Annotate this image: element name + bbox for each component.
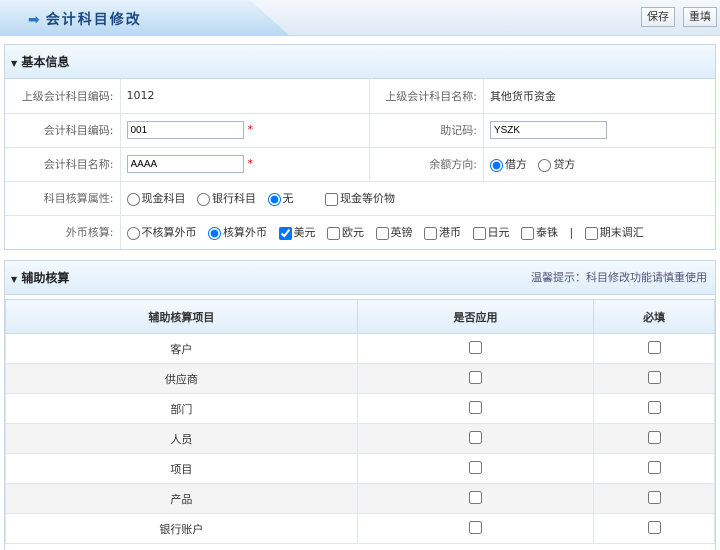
aux-table: 辅助核算项目 是否应用 必填 客户 供应商 部门 人员 项目 产品 银行账户 <box>5 299 715 544</box>
required-cell <box>593 513 715 544</box>
header-bar: ➡ 会计科目修改 保存 重填 <box>0 0 720 36</box>
balance-label: 余额方向: <box>369 147 484 182</box>
apply-cell <box>356 513 595 544</box>
required-checkbox[interactable] <box>647 370 661 384</box>
aux-item-name: 银行账户 <box>5 513 358 544</box>
attr-none-radio[interactable]: 无 <box>267 192 294 206</box>
table-row: 客户 <box>5 333 715 364</box>
column-header-apply: 是否应用 <box>356 299 595 334</box>
apply-checkbox[interactable] <box>469 520 483 534</box>
attr-label: 科目核算属性: <box>5 181 121 216</box>
required-checkbox[interactable] <box>647 460 661 474</box>
table-row: 银行账户 <box>5 513 715 544</box>
apply-cell <box>356 333 595 364</box>
arrow-right-icon: ➡ <box>28 12 42 28</box>
apply-cell <box>356 423 595 454</box>
column-header-item: 辅助核算项目 <box>5 299 358 334</box>
balance-credit-radio[interactable]: 贷方 <box>538 158 575 172</box>
currency-gbp-checkbox[interactable]: 英镑 <box>375 226 413 240</box>
aux-item-name: 人员 <box>5 423 358 454</box>
apply-cell <box>356 453 595 484</box>
separator: | <box>569 226 574 240</box>
required-marker: * <box>247 122 254 136</box>
apply-checkbox[interactable] <box>469 370 483 384</box>
attr-cash-radio[interactable]: 现金科目 <box>126 192 186 206</box>
apply-checkbox[interactable] <box>469 340 483 354</box>
aux-title: 辅助核算 <box>21 271 70 285</box>
basic-info-header[interactable]: ▼ 基本信息 <box>5 45 715 79</box>
required-cell <box>593 483 715 514</box>
cash-equivalent-checkbox[interactable]: 现金等价物 <box>325 192 395 206</box>
period-adjust-checkbox[interactable]: 期末调汇 <box>584 226 644 240</box>
name-input[interactable] <box>126 155 244 173</box>
column-header-required: 必填 <box>593 299 715 334</box>
table-row: 部门 <box>5 393 715 424</box>
required-checkbox[interactable] <box>647 520 661 534</box>
required-marker: * <box>247 156 254 170</box>
parent-name-value: 其他货币资金 <box>483 79 715 114</box>
collapse-triangle-icon: ▼ <box>11 59 18 68</box>
currency-eur-checkbox[interactable]: 欧元 <box>327 226 364 240</box>
table-row: 人员 <box>5 423 715 454</box>
required-cell <box>593 393 715 424</box>
basic-info-panel: ▼ 基本信息 上级会计科目编码: 1012 上级会计科目名称: 其他货币资金 会… <box>4 44 716 250</box>
apply-checkbox[interactable] <box>469 430 483 444</box>
required-cell <box>593 333 715 364</box>
aux-item-name: 部门 <box>5 393 358 424</box>
code-input[interactable] <box>126 121 244 139</box>
required-checkbox[interactable] <box>647 400 661 414</box>
apply-checkbox[interactable] <box>469 400 483 414</box>
required-checkbox[interactable] <box>647 490 661 504</box>
reset-button[interactable]: 重填 <box>683 7 717 27</box>
attr-bank-radio[interactable]: 银行科目 <box>197 192 256 206</box>
currency-thb-checkbox[interactable]: 泰铢 <box>521 226 558 240</box>
apply-cell <box>356 483 595 514</box>
aux-item-name: 供应商 <box>5 363 358 394</box>
fx-none-radio[interactable]: 不核算外币 <box>126 226 197 240</box>
basic-info-title: 基本信息 <box>21 55 70 69</box>
currency-usd-checkbox[interactable]: 美元 <box>278 226 316 240</box>
apply-checkbox[interactable] <box>469 460 483 474</box>
aux-item-name: 项目 <box>5 453 358 484</box>
required-cell <box>593 363 715 394</box>
required-cell <box>593 423 715 454</box>
fx-label: 外币核算: <box>5 215 121 249</box>
apply-cell <box>356 363 595 394</box>
table-row: 供应商 <box>5 363 715 394</box>
parent-code-value: 1012 <box>120 79 370 114</box>
page-title: ➡ 会计科目修改 <box>28 9 142 29</box>
aux-header[interactable]: ▼ 辅助核算 温馨提示：科目修改功能请慎重使用 <box>5 261 715 295</box>
apply-cell <box>356 393 595 424</box>
mnemonic-input[interactable] <box>489 121 607 139</box>
parent-code-label: 上级会计科目编码: <box>5 79 121 114</box>
aux-panel: ▼ 辅助核算 温馨提示：科目修改功能请慎重使用 辅助核算项目 是否应用 必填 客户… <box>4 260 716 550</box>
collapse-triangle-icon: ▼ <box>11 275 18 284</box>
aux-item-name: 客户 <box>5 333 358 364</box>
balance-debit-radio[interactable]: 借方 <box>489 158 527 172</box>
mnemonic-label: 助记码: <box>369 113 484 148</box>
aux-item-name: 产品 <box>5 483 358 514</box>
title-tab <box>0 0 290 36</box>
table-row: 产品 <box>5 483 715 514</box>
required-checkbox[interactable] <box>647 340 661 354</box>
fx-enabled-radio[interactable]: 核算外币 <box>208 226 267 240</box>
page-title-text: 会计科目修改 <box>45 12 142 28</box>
name-label: 会计科目名称: <box>5 147 121 182</box>
table-row: 项目 <box>5 453 715 484</box>
currency-hkd-checkbox[interactable]: 港币 <box>424 226 461 240</box>
warning-tip: 温馨提示：科目修改功能请慎重使用 <box>531 271 707 284</box>
required-cell <box>593 453 715 484</box>
required-checkbox[interactable] <box>647 430 661 444</box>
apply-checkbox[interactable] <box>469 490 483 504</box>
code-label: 会计科目编码: <box>5 113 121 148</box>
save-button[interactable]: 保存 <box>641 7 675 27</box>
parent-name-label: 上级会计科目名称: <box>369 79 484 114</box>
currency-jpy-checkbox[interactable]: 日元 <box>472 226 510 240</box>
